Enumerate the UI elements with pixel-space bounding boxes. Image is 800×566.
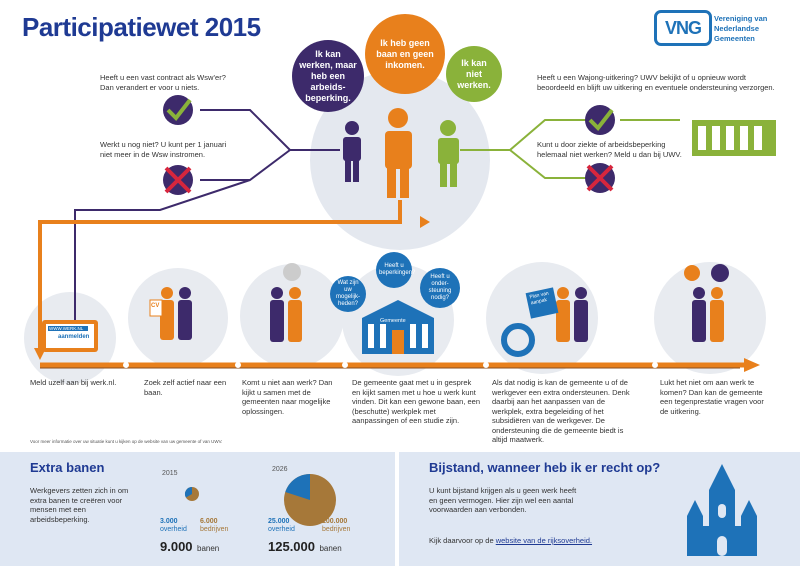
extra-banen-description: Werkgevers zetten zich in om extra banen… xyxy=(30,486,129,524)
computer-icon xyxy=(42,320,98,352)
timeline-dot xyxy=(652,362,658,368)
support-ring-icon xyxy=(501,323,535,357)
background-shapes xyxy=(24,70,776,384)
timeline-arrow xyxy=(744,358,760,372)
purple-person-icon xyxy=(343,121,361,182)
pie-2015 xyxy=(185,487,199,501)
year-2015: 2015 xyxy=(162,470,178,477)
orange-top-arrow xyxy=(420,216,430,228)
cross-worker-icon xyxy=(163,165,193,195)
left-branch-lines xyxy=(74,109,340,330)
y2-bedrijven: 100.000 bedrijven xyxy=(322,518,351,533)
y1-bedrijven: 6.000 bedrijven xyxy=(200,518,229,533)
illness-text: Kunt u door ziekte of arbeidsbeperking h… xyxy=(537,140,682,159)
bijstand-panel: Bijstand, wanneer heb ik er recht op? U … xyxy=(399,452,800,566)
step2-text: Zoek zelf actief naar een baan. xyxy=(144,378,227,397)
bubble-support-needed: Heeft u onder-steuning nodig? xyxy=(420,268,460,308)
step4-text: De gemeente gaat met u in gesprek en kij… xyxy=(352,378,481,425)
gemeente-label: Gemeente xyxy=(380,318,406,324)
green-person-icon xyxy=(438,120,459,187)
step3-text: Komt u niet aan werk? Dan kijkt u samen … xyxy=(242,378,333,416)
step-circle-5 xyxy=(486,262,598,374)
contract-text: Heeft u een vast contract als Wsw’er? Da… xyxy=(100,73,226,92)
money-bag-icon xyxy=(711,264,729,282)
cross-worker-icon xyxy=(585,163,615,193)
extra-banen-panel: Extra banen Werkgevers zetten zich in om… xyxy=(0,452,395,566)
two-people-icon xyxy=(525,287,588,342)
bubble-can-work-with-limitation: Ik kan werken, maar heb een arbeids-bepe… xyxy=(292,40,364,112)
y1-total: 9.000 banen xyxy=(160,539,220,554)
bubble-possibilities: Wat zijn uw mogelijk-heden? xyxy=(330,276,366,312)
two-people-icon xyxy=(149,287,192,340)
not-working-text: Werkt u nog niet? U kunt per 1 januari n… xyxy=(100,140,227,159)
check-worker-icon xyxy=(585,105,615,135)
uwv-building-icon xyxy=(692,120,776,156)
rijksoverheid-link[interactable]: website van de rijksoverheid. xyxy=(495,536,593,545)
timeline-dot xyxy=(123,362,129,368)
cv-label: CV xyxy=(151,303,160,309)
pie-2026 xyxy=(284,474,336,526)
y2-total: 125.000 banen xyxy=(268,539,342,554)
footnote: Voor meer informatie over uw situatie ku… xyxy=(30,439,223,444)
two-people-thinking-icon xyxy=(270,263,302,342)
two-people-icon xyxy=(692,287,724,342)
extra-banen-title: Extra banen xyxy=(30,460,105,475)
y1-overheid: 3.000 overheid xyxy=(160,518,187,533)
timeline-dot xyxy=(342,362,348,368)
pie-2026-overheid xyxy=(285,474,310,500)
timeline-dot xyxy=(235,362,241,368)
bijstand-title: Bijstand, wanneer heb ik er recht op? xyxy=(429,460,661,475)
church-icon xyxy=(687,464,757,556)
year-2026: 2026 xyxy=(272,466,288,473)
werknl-label: WWW.WERK.NL xyxy=(49,326,84,331)
page-title: Participatiewet 2015 xyxy=(22,12,261,42)
step6-text: Lukt het niet om aan werk te komen? Dan … xyxy=(660,378,764,416)
step1-text: Meld uzelf aan bij werk.nl. xyxy=(30,378,117,387)
check-worker-icon xyxy=(163,95,193,125)
pie-2015-overheid xyxy=(185,487,192,498)
bijstand-text: U kunt bijstand krijgen als u geen werk … xyxy=(429,486,577,514)
orange-loop-line xyxy=(38,200,402,350)
vng-logo-subtitle: Vereniging van Nederlandse Gemeenten xyxy=(714,14,768,43)
bubble-cannot-work: Ik kan niet werken. xyxy=(446,46,502,102)
gemeente-building-icon xyxy=(362,300,434,354)
bubble-no-job-no-income: Ik heb geen baan en geen inkomen. xyxy=(365,14,445,94)
vng-logo: VNG xyxy=(654,10,712,46)
wajong-text: Heeft u een Wajong-uitkering? UWV bekijk… xyxy=(537,73,775,92)
bijstand-link-line: Kijk daarvoor op de website van de rijks… xyxy=(429,536,593,545)
aanmelden-button[interactable]: aanmelden xyxy=(58,334,90,340)
step5-text: Als dat nodig is kan de gemeente u of de… xyxy=(492,378,630,444)
orange-person-icon xyxy=(385,108,412,198)
bubble-limitations: Heeft u beperkingen? xyxy=(376,252,415,288)
y2-overheid: 25.000 overheid xyxy=(268,518,295,533)
worker-icon xyxy=(684,265,700,281)
timeline-dot xyxy=(483,362,489,368)
right-branch-lines xyxy=(460,119,680,179)
